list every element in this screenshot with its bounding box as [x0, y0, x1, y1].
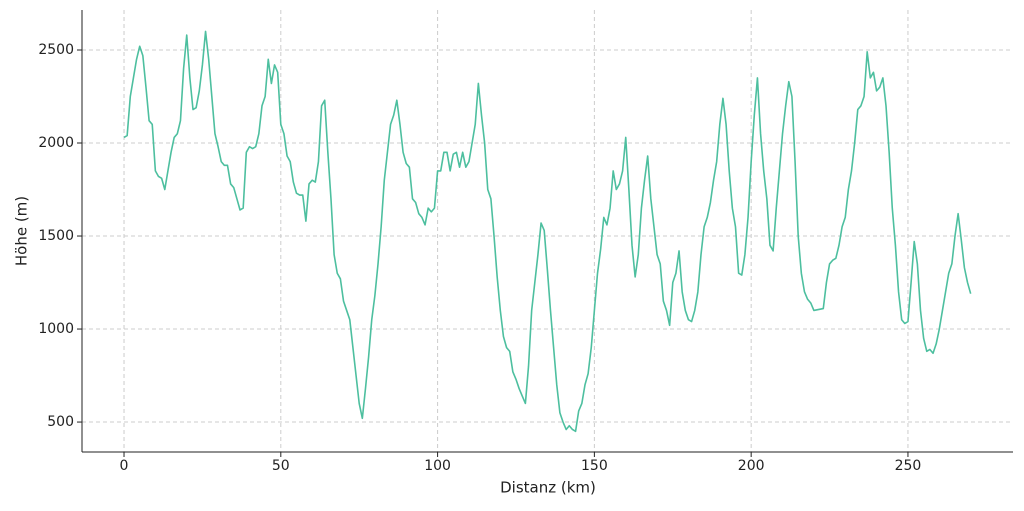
x-tick-label: 0 — [120, 458, 129, 474]
x-tick-label: 150 — [581, 458, 608, 474]
x-axis-label: Distanz (km) — [500, 479, 596, 497]
y-axis-label: Höhe (m) — [13, 196, 31, 266]
x-tick-label: 250 — [895, 458, 922, 474]
y-tick-label: 500 — [47, 414, 74, 430]
line-series — [123, 30, 972, 433]
y-tick-label: 2500 — [38, 42, 74, 58]
y-tick-label: 1500 — [38, 228, 74, 244]
y-tick-label: 1000 — [38, 321, 74, 337]
x-tick-label: 200 — [738, 458, 765, 474]
x-tick-label: 100 — [424, 458, 451, 474]
x-tick-label: 50 — [272, 458, 290, 474]
y-tick-label: 2000 — [38, 135, 74, 151]
